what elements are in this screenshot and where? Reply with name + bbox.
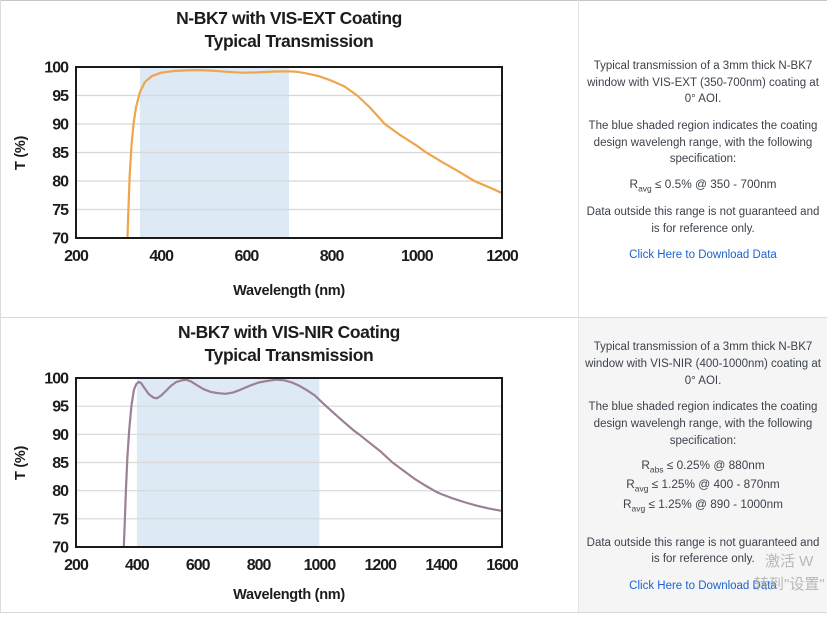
x-tick-label: 1400 bbox=[425, 557, 458, 574]
plot-border bbox=[75, 377, 503, 548]
spec-line: Ravg ≤ 1.25% @ 400 - 870nm bbox=[626, 477, 780, 494]
y-tick-label: 95 bbox=[52, 399, 69, 416]
x-tick-label: 200 bbox=[64, 557, 89, 574]
x-tick-label: 1000 bbox=[304, 557, 337, 574]
chart-title-line2: Typical Transmission bbox=[204, 31, 374, 51]
x-tick-label: 200 bbox=[64, 248, 89, 265]
y-tick-label: 80 bbox=[52, 483, 69, 500]
y-tick-label: 80 bbox=[52, 174, 69, 191]
y-tick-label: 75 bbox=[52, 202, 69, 219]
panel-shaded-region-note: The blue shaded region indicates the coa… bbox=[588, 401, 818, 447]
column-divider bbox=[578, 0, 579, 612]
mid-divider bbox=[0, 317, 827, 318]
chart-title-line2: Typical Transmission bbox=[204, 345, 374, 365]
spec-line: Rabs ≤ 0.25% @ 880nm bbox=[641, 458, 765, 475]
y-tick-label: 70 bbox=[52, 231, 69, 248]
left-border bbox=[0, 0, 1, 612]
x-tick-label: 1600 bbox=[486, 557, 519, 574]
info-column: Typical transmission of a 3mm thick N-BK… bbox=[579, 0, 827, 612]
download-data-link[interactable]: Click Here to Download Data bbox=[629, 249, 777, 262]
panel-disclaimer: Data outside this range is not guarantee… bbox=[586, 536, 820, 566]
chart-title-line1: N-BK7 with VIS-EXT Coating bbox=[176, 8, 402, 28]
transmission-curve bbox=[122, 378, 504, 549]
y-tick-label: 100 bbox=[44, 60, 69, 77]
top-border bbox=[0, 0, 827, 1]
transmission-curve bbox=[126, 69, 504, 240]
bottom-border bbox=[0, 612, 827, 613]
vis-nir-plot: 70 75 80 85 90 95 100 200 400 600 800 1000 1200 1400 1… bbox=[44, 371, 520, 575]
spec-line: Ravg ≤ 0.5% @ 350 - 700nm bbox=[629, 176, 777, 194]
spec-list: Ravg ≤ 0.5% @ 350 - 700nm bbox=[630, 176, 777, 195]
y-tick-label: 100 bbox=[44, 371, 69, 388]
vis-ext-info-panel: Typical transmission of a 3mm thick N-BK… bbox=[579, 0, 827, 317]
charts-column: 70 75 80 85 90 95 100 200 400 600 800 1000 1200 N-BK… bbox=[0, 0, 578, 612]
y-tick-label: 85 bbox=[52, 455, 69, 472]
x-tick-label: 400 bbox=[125, 557, 150, 574]
y-tick-label: 85 bbox=[52, 145, 69, 162]
vis-ext-plot: 70 75 80 85 90 95 100 200 400 600 800 1000 1200 bbox=[44, 60, 520, 266]
y-tick-label: 95 bbox=[52, 88, 69, 105]
panel-description: Typical transmission of a 3mm thick N-BK… bbox=[585, 341, 821, 387]
x-tick-label: 400 bbox=[149, 248, 174, 265]
x-tick-label: 1200 bbox=[486, 248, 519, 265]
spec-line: Ravg ≤ 1.25% @ 890 - 1000nm bbox=[622, 496, 784, 513]
x-tick-label: 600 bbox=[186, 557, 211, 574]
chart-vis-ext-section: 70 75 80 85 90 95 100 200 400 600 800 1000 1200 N-BK… bbox=[0, 0, 578, 317]
y-axis-label: T (%) bbox=[13, 136, 29, 170]
y-tick-label: 90 bbox=[52, 117, 69, 134]
y-axis-label: T (%) bbox=[13, 446, 29, 480]
chart-title-vis-nir: N-BK7 with VIS-NIR Coating Typical Trans… bbox=[0, 321, 578, 367]
spec-list: Rabs ≤ 0.25% @ 880nm Ravg ≤ 1.25% @ 400 -… bbox=[623, 457, 783, 514]
vis-nir-info-panel: Typical transmission of a 3mm thick N-BK… bbox=[579, 317, 827, 612]
x-axis-label: Wavelength (nm) bbox=[233, 587, 345, 603]
panel-disclaimer: Data outside this range is not guarantee… bbox=[586, 206, 820, 235]
y-tick-label: 90 bbox=[52, 427, 69, 444]
x-tick-label: 600 bbox=[235, 248, 260, 265]
chart-title-vis-ext: N-BK7 with VIS-EXT Coating Typical Trans… bbox=[0, 7, 578, 53]
x-tick-label: 1200 bbox=[364, 557, 397, 574]
x-tick-label: 800 bbox=[247, 557, 272, 574]
chart-title-line1: N-BK7 with VIS-NIR Coating bbox=[178, 322, 400, 342]
plot-border bbox=[75, 66, 503, 239]
download-data-link[interactable]: Click Here to Download Data bbox=[629, 580, 777, 593]
x-tick-label: 1000 bbox=[401, 248, 434, 265]
panel-description: Typical transmission of a 3mm thick N-BK… bbox=[587, 59, 819, 106]
panel-shaded-region-note: The blue shaded region indicates the coa… bbox=[588, 119, 818, 166]
chart-vis-nir-section: 70 75 80 85 90 95 100 200 400 600 800 1000 1200 1400 1… bbox=[0, 317, 578, 612]
x-tick-label: 800 bbox=[320, 248, 345, 265]
x-axis-label: Wavelength (nm) bbox=[233, 283, 345, 299]
y-tick-label: 75 bbox=[52, 511, 69, 528]
y-tick-label: 70 bbox=[52, 540, 69, 557]
